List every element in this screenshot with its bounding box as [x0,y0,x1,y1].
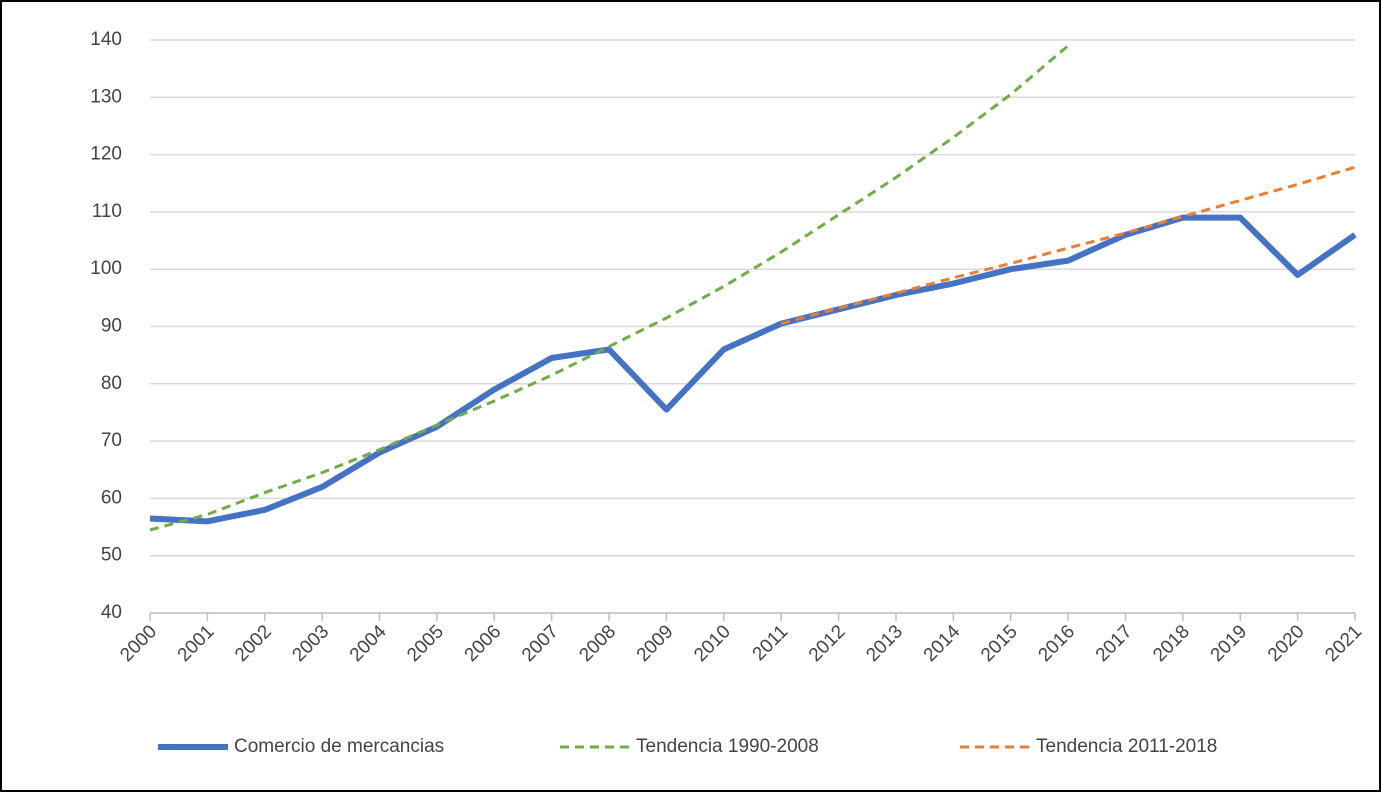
y-tick-label: 100 [90,258,122,279]
y-tick-label: 80 [101,373,122,394]
y-tick-label: 40 [101,602,122,623]
legend-label: Tendencia 2011-2018 [1036,736,1217,757]
y-tick-label: 130 [90,86,122,107]
line-series [149,214,1357,525]
y-tick-label: 60 [101,487,122,508]
y-tick-label: 50 [101,545,122,566]
line-series [149,44,1070,532]
legend-label: Comercio de mercancias [234,736,444,757]
y-tick-label: 120 [90,144,122,165]
y-tick-label: 110 [92,201,122,222]
legend-label: Tendencia 1990-2008 [636,736,819,757]
y-tick-label: 90 [101,316,122,337]
line-series [780,165,1356,326]
y-tick-label: 70 [101,430,122,451]
y-tick-label: 140 [90,29,122,50]
